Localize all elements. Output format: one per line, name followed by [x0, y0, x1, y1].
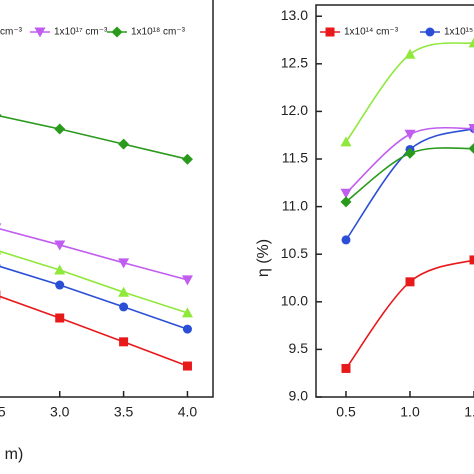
legend-marker [34, 27, 46, 38]
right-frame [315, 4, 474, 398]
y-axis-label: η (%) [255, 239, 272, 277]
marker [341, 363, 351, 373]
marker [181, 275, 193, 286]
series-line [0, 228, 188, 281]
left-frame [0, 0, 214, 398]
legend-marker [325, 27, 335, 37]
marker [182, 324, 192, 334]
y-tick-label: 12.5 [281, 55, 308, 71]
x-tick-label: 3.5 [114, 404, 134, 420]
y-tick-label: 10.5 [281, 245, 308, 261]
marker [182, 361, 192, 371]
marker [341, 235, 351, 245]
marker [54, 264, 66, 275]
marker [340, 136, 352, 147]
x-tick-label: 4.0 [178, 404, 198, 420]
y-tick-label: 9.0 [289, 388, 309, 404]
legend-marker [111, 26, 123, 38]
y-tick-label: 13.0 [281, 7, 308, 23]
x-tick-label: 3.0 [50, 404, 70, 420]
legend-label: 1x10¹⁵ cm⁻³ [444, 27, 474, 38]
y-tick-label: 9.5 [289, 340, 309, 356]
marker [118, 138, 130, 150]
x-axis-label: m) [5, 446, 24, 463]
marker [404, 129, 416, 140]
series-line [0, 250, 188, 314]
x-tick-label: 2.5 [0, 404, 6, 420]
marker [340, 196, 352, 208]
marker [468, 37, 474, 48]
marker [55, 313, 65, 323]
marker [468, 124, 474, 135]
marker [54, 240, 66, 251]
marker [0, 252, 2, 255]
marker [0, 223, 2, 226]
legend-label: 1x10¹⁷ cm⁻³ [54, 27, 108, 38]
marker [55, 280, 65, 290]
marker [119, 337, 129, 347]
marker [181, 153, 193, 165]
marker [118, 258, 130, 269]
marker [404, 147, 416, 159]
legend-marker [425, 27, 435, 37]
legend-partial: cm⁻³ [0, 27, 23, 38]
series-line [0, 115, 188, 160]
marker [404, 48, 416, 59]
legend-label: 1x10¹⁴ cm⁻³ [344, 27, 399, 38]
marker [0, 113, 2, 117]
marker [405, 277, 415, 287]
marker [468, 143, 474, 155]
x-tick-label: 1.5 [464, 404, 474, 420]
marker [181, 307, 193, 318]
series-line [0, 265, 188, 330]
series-line [0, 295, 188, 367]
x-tick-label: 1.0 [400, 404, 420, 420]
y-tick-label: 12.0 [281, 102, 308, 118]
marker [340, 188, 352, 199]
legend-label: 1x10¹⁸ cm⁻³ [131, 27, 186, 38]
marker [118, 286, 130, 297]
marker [54, 123, 66, 135]
series-line [345, 259, 474, 369]
x-tick-label: 0.5 [336, 404, 356, 420]
y-tick-label: 11.5 [282, 150, 308, 166]
y-tick-label: 10.0 [281, 293, 308, 309]
y-tick-label: 11.0 [282, 197, 308, 213]
marker [469, 255, 474, 265]
marker [119, 302, 129, 312]
